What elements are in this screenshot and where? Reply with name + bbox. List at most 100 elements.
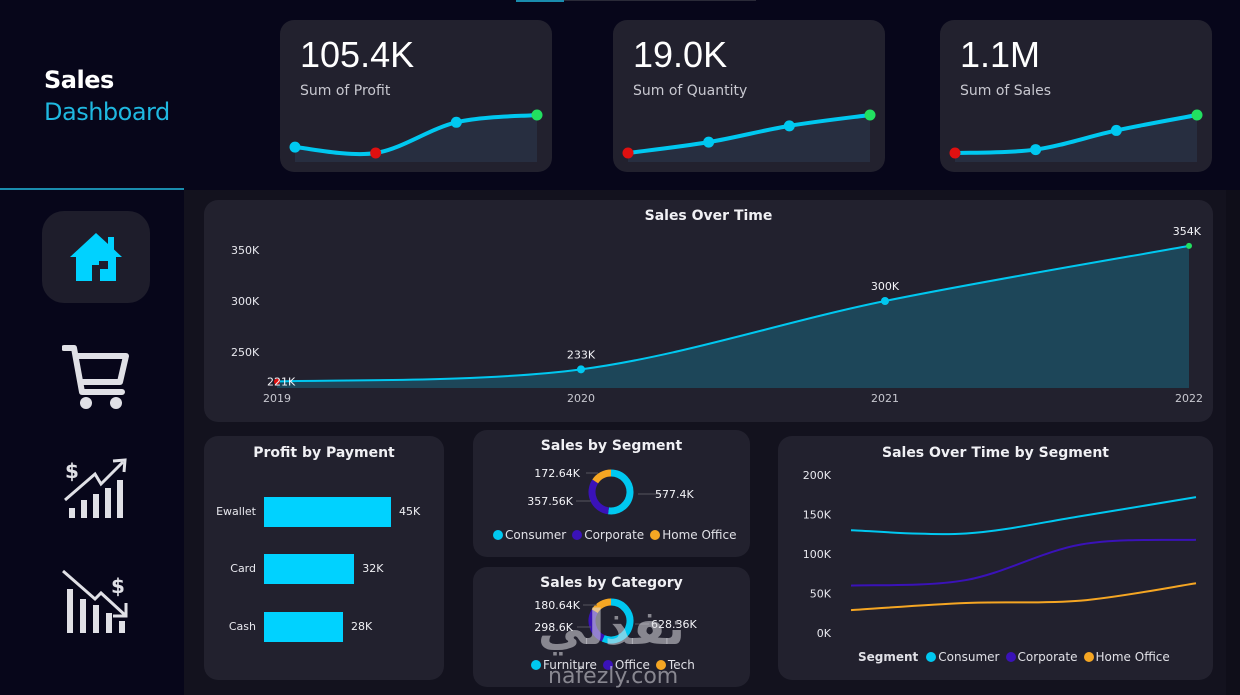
right-edge xyxy=(1226,190,1240,695)
profit-by-payment-chart[interactable]: Profit by Payment Ewallet 45K Card 32K Cas… xyxy=(204,436,444,680)
kpi-sparkline xyxy=(949,109,1203,162)
top-divider xyxy=(564,0,756,1)
shopping-cart-icon xyxy=(62,345,129,409)
legend-item[interactable]: Tech xyxy=(655,658,695,672)
legend-item[interactable]: Corporate xyxy=(1005,650,1078,664)
data-point xyxy=(577,365,585,374)
legend-label: Furniture xyxy=(543,658,597,672)
area-line xyxy=(276,244,1190,383)
segment-line-plot: 0K 50K 100K 150K 200K xyxy=(803,469,1197,640)
sidebar-item-growth[interactable]: $ xyxy=(42,444,150,536)
kpi-label: Sum of Sales xyxy=(960,83,1052,99)
bar-value-label: 28K xyxy=(351,620,373,633)
x-tick-label: 2021 xyxy=(871,392,899,405)
donut-data-label: 180.64K xyxy=(534,599,580,612)
legend-marker xyxy=(602,660,613,670)
bar-row[interactable]: Card 32K xyxy=(204,554,444,584)
legend-item[interactable]: Consumer xyxy=(926,650,1000,664)
data-label: 354K xyxy=(1173,225,1202,238)
kpi-label: Sum of Profit xyxy=(300,83,391,99)
series-line xyxy=(850,538,1197,587)
kpi-label: Sum of Quantity xyxy=(633,83,748,99)
chart-title: Sales by Segment xyxy=(540,438,683,454)
category-donut: 628.36K 298.6K 180.64K xyxy=(534,598,697,644)
legend-marker xyxy=(531,660,541,670)
bar-category-label: Ewallet xyxy=(216,505,256,518)
category-legend: Furniture Office Tech xyxy=(531,658,701,672)
sales-over-time-by-segment-chart[interactable]: Sales Over Time by Segment 0K 50K 100K 150K… xyxy=(778,436,1213,680)
bar-row[interactable]: Cash 28K xyxy=(204,612,444,642)
legend-marker xyxy=(1005,652,1016,662)
sparkline-point xyxy=(289,141,301,153)
legend-label: Office xyxy=(614,658,650,672)
legend-label: Home Office xyxy=(1095,650,1170,664)
data-label: 300K xyxy=(871,280,900,293)
bar[interactable] xyxy=(264,612,344,642)
segment-donut: 577.4K 357.56K 172.64K xyxy=(527,467,694,515)
legend-marker xyxy=(655,660,666,670)
donut-data-label: 357.56K xyxy=(527,495,573,508)
dashboard-title-block: Sales Dashboard xyxy=(0,0,184,190)
legend-item[interactable]: Consumer xyxy=(493,528,566,542)
legend-item[interactable]: Home Office xyxy=(1083,650,1170,664)
sparkline-point xyxy=(949,147,961,159)
kpi-card-quantity[interactable]: 19.0K Sum of Quantity xyxy=(613,20,885,172)
donut-slice xyxy=(601,598,634,644)
bar[interactable] xyxy=(264,497,391,527)
series-line xyxy=(850,496,1197,536)
chart-title: Sales Over Time by Segment xyxy=(881,445,1109,461)
y-tick-label: 350K xyxy=(231,244,260,257)
donut-slice xyxy=(588,479,610,515)
title-sales: Sales xyxy=(44,66,114,94)
y-tick-label: 250K xyxy=(231,346,260,359)
y-tick-label: 150K xyxy=(803,509,832,522)
x-tick-label: 2022 xyxy=(1175,392,1203,405)
sidebar-item-home[interactable] xyxy=(42,211,150,303)
kpi-card-profit[interactable]: 105.4K Sum of Profit xyxy=(280,20,552,172)
sales-over-time-chart[interactable]: Sales Over Time 250K 300K 350K 2019 2020 2021… xyxy=(204,200,1213,422)
sidebar-item-decline[interactable]: $ xyxy=(42,556,150,648)
legend-label: Home Office xyxy=(662,528,737,542)
sparkline-point xyxy=(783,120,795,132)
x-tick-label: 2019 xyxy=(263,392,291,405)
sparkline-point xyxy=(370,147,382,159)
chart-up-dollar-icon: $ xyxy=(64,458,127,518)
legend-item[interactable]: Furniture xyxy=(531,658,597,672)
legend-marker xyxy=(1083,652,1094,662)
sparkline-point xyxy=(531,109,543,121)
chart-title: Sales Over Time xyxy=(644,208,773,224)
legend-item[interactable]: Home Office xyxy=(650,528,736,542)
sparkline-point xyxy=(1110,124,1122,136)
legend-title: Segment xyxy=(858,650,919,664)
donut-slice xyxy=(591,598,612,614)
y-tick-label: 100K xyxy=(803,548,832,561)
bar[interactable] xyxy=(264,554,355,584)
y-tick-label: 50K xyxy=(810,588,832,601)
legend-item[interactable]: Corporate xyxy=(572,528,644,542)
legend-marker xyxy=(493,530,503,540)
data-point xyxy=(1186,242,1192,249)
sidebar-item-cart[interactable] xyxy=(42,332,150,424)
kpi-value: 105.4K xyxy=(300,34,415,75)
kpi-sparkline xyxy=(289,109,543,162)
series-line xyxy=(850,582,1197,612)
legend-label: Corporate xyxy=(584,528,645,542)
sparkline-point xyxy=(622,147,634,159)
sales-by-segment-chart[interactable]: Sales by Segment 577.4K 357.56K 172.64K Co… xyxy=(473,430,750,557)
data-label: 233K xyxy=(567,348,596,361)
bar-row[interactable]: Ewallet 45K xyxy=(204,497,444,527)
kpi-value: 19.0K xyxy=(633,34,728,75)
sales-by-category-chart[interactable]: Sales by Category 628.36K 298.6K 180.64K F… xyxy=(473,567,750,687)
kpi-card-sales[interactable]: 1.1M Sum of Sales xyxy=(940,20,1212,172)
sparkline-line xyxy=(954,113,1198,155)
bar-value-label: 32K xyxy=(362,562,384,575)
donut-slice xyxy=(588,609,605,642)
donut-data-label: 298.6K xyxy=(534,621,573,634)
sparkline-area xyxy=(628,115,870,162)
legend-label: Corporate xyxy=(1017,650,1078,664)
sparkline-point xyxy=(450,116,462,128)
donut-data-label: 628.36K xyxy=(651,618,697,631)
sparkline-point xyxy=(1030,144,1042,156)
legend-item[interactable]: Office xyxy=(602,658,650,672)
sparkline-point xyxy=(864,109,876,121)
